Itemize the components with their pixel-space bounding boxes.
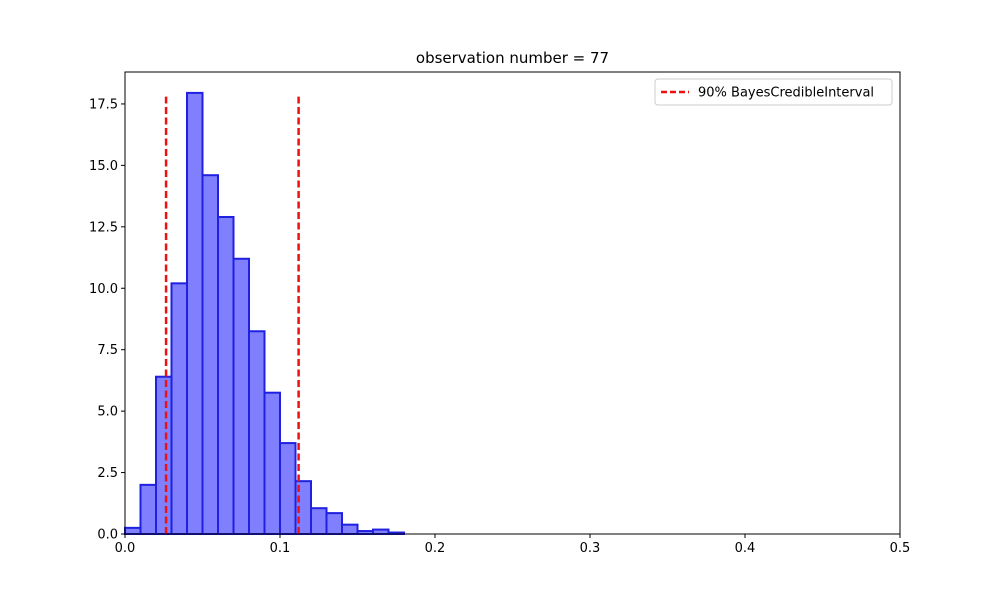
x-tick-label-4: 0.4 bbox=[735, 541, 756, 556]
plot-frame bbox=[124, 71, 901, 535]
x-tick-label-1: 0.1 bbox=[270, 541, 291, 556]
chart-title: observation number = 77 bbox=[416, 49, 609, 67]
y-tick-label-1: 2.5 bbox=[97, 466, 118, 481]
x-tick-label-0: 0.0 bbox=[115, 541, 136, 556]
histogram-bar-14 bbox=[341, 523, 359, 535]
x-tick-label-3: 0.3 bbox=[580, 541, 601, 556]
y-tick-label-0: 0.0 bbox=[97, 528, 118, 543]
histogram-bar-4 bbox=[186, 91, 204, 535]
y-tick-label-3: 7.5 bbox=[97, 343, 118, 358]
y-tick-label-5: 12.5 bbox=[89, 220, 118, 235]
y-tick-label-6: 15.0 bbox=[89, 159, 118, 174]
histogram-bar-5 bbox=[201, 174, 219, 535]
histogram-bar-0 bbox=[124, 526, 142, 536]
histogram-bar-7 bbox=[232, 257, 250, 535]
histogram-bar-13 bbox=[325, 512, 343, 535]
histogram-bar-10 bbox=[279, 442, 297, 535]
y-axis: 0.0 2.5 5.0 7.5 10.0 12.5 15.0 17.5 bbox=[89, 97, 125, 543]
histogram-bar-9 bbox=[263, 391, 281, 535]
legend-label-interval: 90% BayesCredibleInterval bbox=[698, 86, 874, 101]
y-tick-label-4: 10.0 bbox=[89, 282, 118, 297]
histogram-bar-8 bbox=[248, 330, 266, 536]
x-tick-label-2: 0.2 bbox=[425, 541, 446, 556]
x-axis: 0.0 0.1 0.2 0.3 0.4 0.5 bbox=[115, 534, 911, 556]
histogram-bar-6 bbox=[217, 215, 235, 536]
y-tick-label-7: 17.5 bbox=[89, 97, 118, 112]
x-tick-label-5: 0.5 bbox=[890, 541, 911, 556]
legend-box bbox=[654, 78, 893, 106]
histogram-bar-1 bbox=[139, 483, 157, 536]
histogram-bar-3 bbox=[170, 282, 188, 535]
histogram-bar-12 bbox=[310, 507, 328, 535]
histogram-bar-2 bbox=[155, 375, 173, 536]
legend: 90% BayesCredibleInterval bbox=[654, 78, 893, 106]
y-tick-label-2: 5.0 bbox=[97, 405, 118, 420]
histogram-bar-16 bbox=[372, 528, 390, 536]
